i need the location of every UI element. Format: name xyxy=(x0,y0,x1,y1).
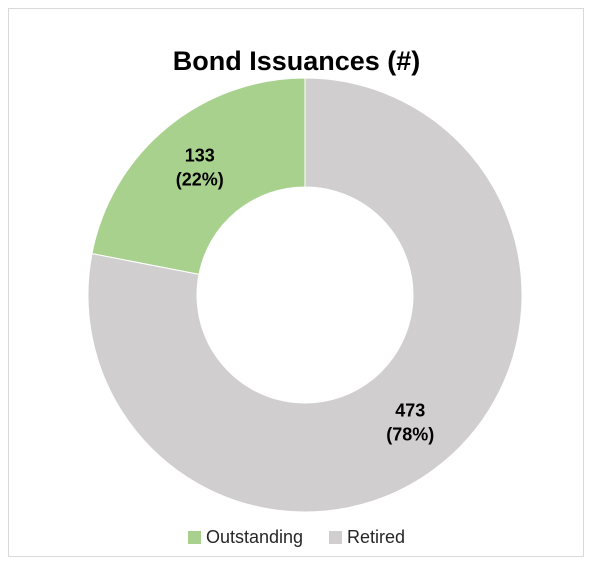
data-label-retired: 473 (78%) xyxy=(386,401,434,445)
chart-legend: Outstanding Retired xyxy=(0,527,593,548)
legend-swatch-retired xyxy=(329,531,343,544)
data-label-outstanding: 133 (22%) xyxy=(176,145,224,189)
legend-label-retired: Retired xyxy=(347,527,406,547)
chart-title: Bond Issuances (#) xyxy=(172,46,421,76)
legend-item-retired: Retired xyxy=(329,527,405,548)
legend-label-outstanding: Outstanding xyxy=(205,527,304,547)
slice-outstanding xyxy=(91,77,306,275)
legend-item-outstanding: Outstanding xyxy=(187,527,304,548)
slice-retired xyxy=(87,77,523,513)
legend-swatch-outstanding xyxy=(187,531,201,544)
